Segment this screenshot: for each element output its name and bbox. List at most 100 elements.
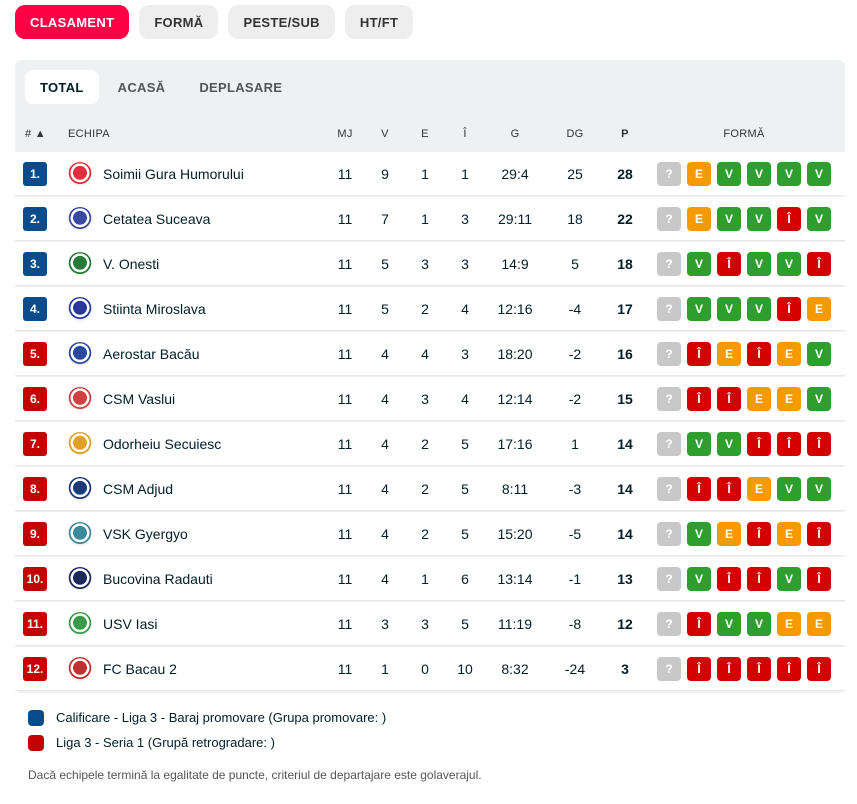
form-result[interactable]: Î	[807, 657, 831, 681]
form-result[interactable]: V	[747, 612, 771, 636]
form-result[interactable]: E	[807, 297, 831, 321]
form-result[interactable]: ?	[657, 207, 681, 231]
header-rank-sort[interactable]: # ▲	[25, 128, 46, 140]
team-name[interactable]: Aerostar Bacău	[103, 346, 200, 362]
form-result[interactable]: ?	[657, 387, 681, 411]
form-result[interactable]: Î	[717, 387, 741, 411]
form-result[interactable]: ?	[657, 477, 681, 501]
form-result[interactable]: V	[717, 612, 741, 636]
form-result[interactable]: E	[687, 162, 711, 186]
form-result[interactable]: Î	[777, 207, 801, 231]
tab-htft[interactable]: HT/FT	[344, 5, 414, 39]
form-result[interactable]: V	[717, 297, 741, 321]
form-result[interactable]: V	[717, 162, 741, 186]
form-result[interactable]: V	[747, 207, 771, 231]
form-result[interactable]: V	[747, 162, 771, 186]
subtab-away[interactable]: DEPLASARE	[199, 79, 283, 95]
form-result[interactable]: V	[777, 252, 801, 276]
form-result[interactable]: ?	[657, 522, 681, 546]
form-result[interactable]: V	[747, 297, 771, 321]
form-result[interactable]: E	[747, 387, 771, 411]
form-result[interactable]: Î	[777, 657, 801, 681]
form-result[interactable]: E	[807, 612, 831, 636]
subtab-total[interactable]: TOTAL	[25, 70, 99, 104]
form-result[interactable]: Î	[747, 657, 771, 681]
form-result[interactable]: V	[807, 207, 831, 231]
form-result[interactable]: Î	[717, 252, 741, 276]
form-result[interactable]: ?	[657, 342, 681, 366]
table-row[interactable]: 4. Stiinta Miroslava 11 5 2 4 12:16 -4 17? V V V Î E	[15, 287, 845, 331]
form-result[interactable]: Î	[777, 297, 801, 321]
form-result[interactable]: V	[807, 162, 831, 186]
table-row[interactable]: 12. FC Bacau 2 11 1 0 10 8:32 -24 3? Î Î Î Î Î	[15, 647, 845, 691]
team-name[interactable]: CSM Vaslui	[103, 391, 176, 407]
form-result[interactable]: E	[777, 522, 801, 546]
team-name[interactable]: Bucovina Radauti	[103, 571, 213, 587]
table-row[interactable]: 9. VSK Gyergyo 11 4 2 5 15:20 -5 14? V E Î E Î	[15, 512, 845, 556]
team-name[interactable]: Stiinta Miroslava	[103, 301, 206, 317]
table-row[interactable]: 2. Cetatea Suceava 11 7 1 3 29:11 18 22? E V V Î V	[15, 197, 845, 241]
form-result[interactable]: Î	[747, 567, 771, 591]
form-result[interactable]: V	[777, 162, 801, 186]
form-result[interactable]: Î	[807, 522, 831, 546]
form-result[interactable]: Î	[807, 432, 831, 456]
form-result[interactable]: V	[717, 207, 741, 231]
team-name[interactable]: CSM Adjud	[103, 481, 174, 497]
form-result[interactable]: ?	[657, 252, 681, 276]
form-result[interactable]: Î	[807, 252, 831, 276]
table-row[interactable]: 1. Soimii Gura Humorului 11 9 1 1 29:4 25 28? E V V…	[15, 152, 845, 196]
form-result[interactable]: E	[747, 477, 771, 501]
form-result[interactable]: V	[687, 567, 711, 591]
form-result[interactable]: Î	[717, 567, 741, 591]
form-result[interactable]: Î	[687, 657, 711, 681]
form-result[interactable]: ?	[657, 657, 681, 681]
form-result[interactable]: ?	[657, 567, 681, 591]
form-result[interactable]: Î	[747, 342, 771, 366]
table-row[interactable]: 11. USV Iasi 11 3 3 5 11:19 -8 12? Î V V E E	[15, 602, 845, 646]
tab-pestesub[interactable]: PESTE/SUB	[228, 5, 335, 39]
form-result[interactable]: V	[687, 297, 711, 321]
table-row[interactable]: 3. V. Onesti 11 5 3 3 14:9 5 18? V Î V V Î	[15, 242, 845, 286]
form-result[interactable]: V	[687, 432, 711, 456]
form-result[interactable]: V	[807, 342, 831, 366]
table-row[interactable]: 7. Odorheiu Secuiesc 11 4 2 5 17:16 1 14? V V Î Î Î	[15, 422, 845, 466]
form-result[interactable]: V	[717, 432, 741, 456]
form-result[interactable]: Î	[687, 477, 711, 501]
form-result[interactable]: Î	[747, 522, 771, 546]
form-result[interactable]: ?	[657, 432, 681, 456]
form-result[interactable]: Î	[717, 477, 741, 501]
form-result[interactable]: Î	[777, 432, 801, 456]
form-result[interactable]: V	[687, 252, 711, 276]
table-row[interactable]: 10. Bucovina Radauti 11 4 1 6 13:14 -1 13? V Î Î V Î	[15, 557, 845, 601]
team-name[interactable]: VSK Gyergyo	[103, 526, 188, 542]
tab-clasament[interactable]: CLASAMENT	[15, 5, 130, 39]
form-result[interactable]: ?	[657, 297, 681, 321]
team-name[interactable]: V. Onesti	[103, 256, 160, 272]
form-result[interactable]: V	[687, 522, 711, 546]
form-result[interactable]: E	[687, 207, 711, 231]
form-result[interactable]: V	[807, 477, 831, 501]
form-result[interactable]: Î	[687, 342, 711, 366]
form-result[interactable]: E	[777, 342, 801, 366]
table-row[interactable]: 6. CSM Vaslui 11 4 3 4 12:14 -2 15? Î Î E E V	[15, 377, 845, 421]
form-result[interactable]: V	[777, 477, 801, 501]
team-name[interactable]: Cetatea Suceava	[103, 211, 211, 227]
table-row[interactable]: 8. CSM Adjud 11 4 2 5 8:11 -3 14? Î Î E V V	[15, 467, 845, 511]
form-result[interactable]: Î	[717, 657, 741, 681]
form-result[interactable]: V	[747, 252, 771, 276]
form-result[interactable]: ?	[657, 612, 681, 636]
team-name[interactable]: Soimii Gura Humorului	[103, 166, 244, 182]
form-result[interactable]: V	[777, 567, 801, 591]
tab-form[interactable]: FORMĂ	[139, 5, 219, 39]
form-result[interactable]: Î	[747, 432, 771, 456]
form-result[interactable]: Î	[687, 387, 711, 411]
form-result[interactable]: ?	[657, 162, 681, 186]
form-result[interactable]: E	[717, 342, 741, 366]
team-name[interactable]: FC Bacau 2	[103, 661, 177, 677]
team-name[interactable]: USV Iasi	[103, 616, 158, 632]
subtab-home[interactable]: ACASĂ	[117, 79, 166, 95]
team-name[interactable]: Odorheiu Secuiesc	[103, 436, 222, 452]
form-result[interactable]: Î	[807, 567, 831, 591]
form-result[interactable]: E	[717, 522, 741, 546]
form-result[interactable]: E	[777, 612, 801, 636]
